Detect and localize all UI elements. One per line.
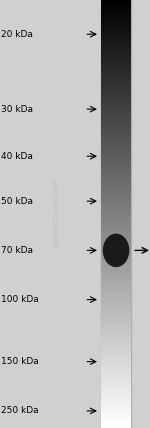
Text: 100 kDa: 100 kDa (1, 295, 39, 304)
Text: 50 kDa: 50 kDa (1, 196, 33, 206)
Bar (101, 0, 131, 428)
Text: 250 kDa: 250 kDa (1, 406, 39, 416)
Text: 70 kDa: 70 kDa (1, 246, 33, 255)
Ellipse shape (103, 234, 129, 266)
Text: WWW.PTGLAB.COM: WWW.PTGLAB.COM (53, 180, 59, 248)
Text: 20 kDa: 20 kDa (1, 30, 33, 39)
Text: 150 kDa: 150 kDa (1, 357, 39, 366)
Text: 30 kDa: 30 kDa (1, 104, 33, 114)
Text: 40 kDa: 40 kDa (1, 152, 33, 161)
